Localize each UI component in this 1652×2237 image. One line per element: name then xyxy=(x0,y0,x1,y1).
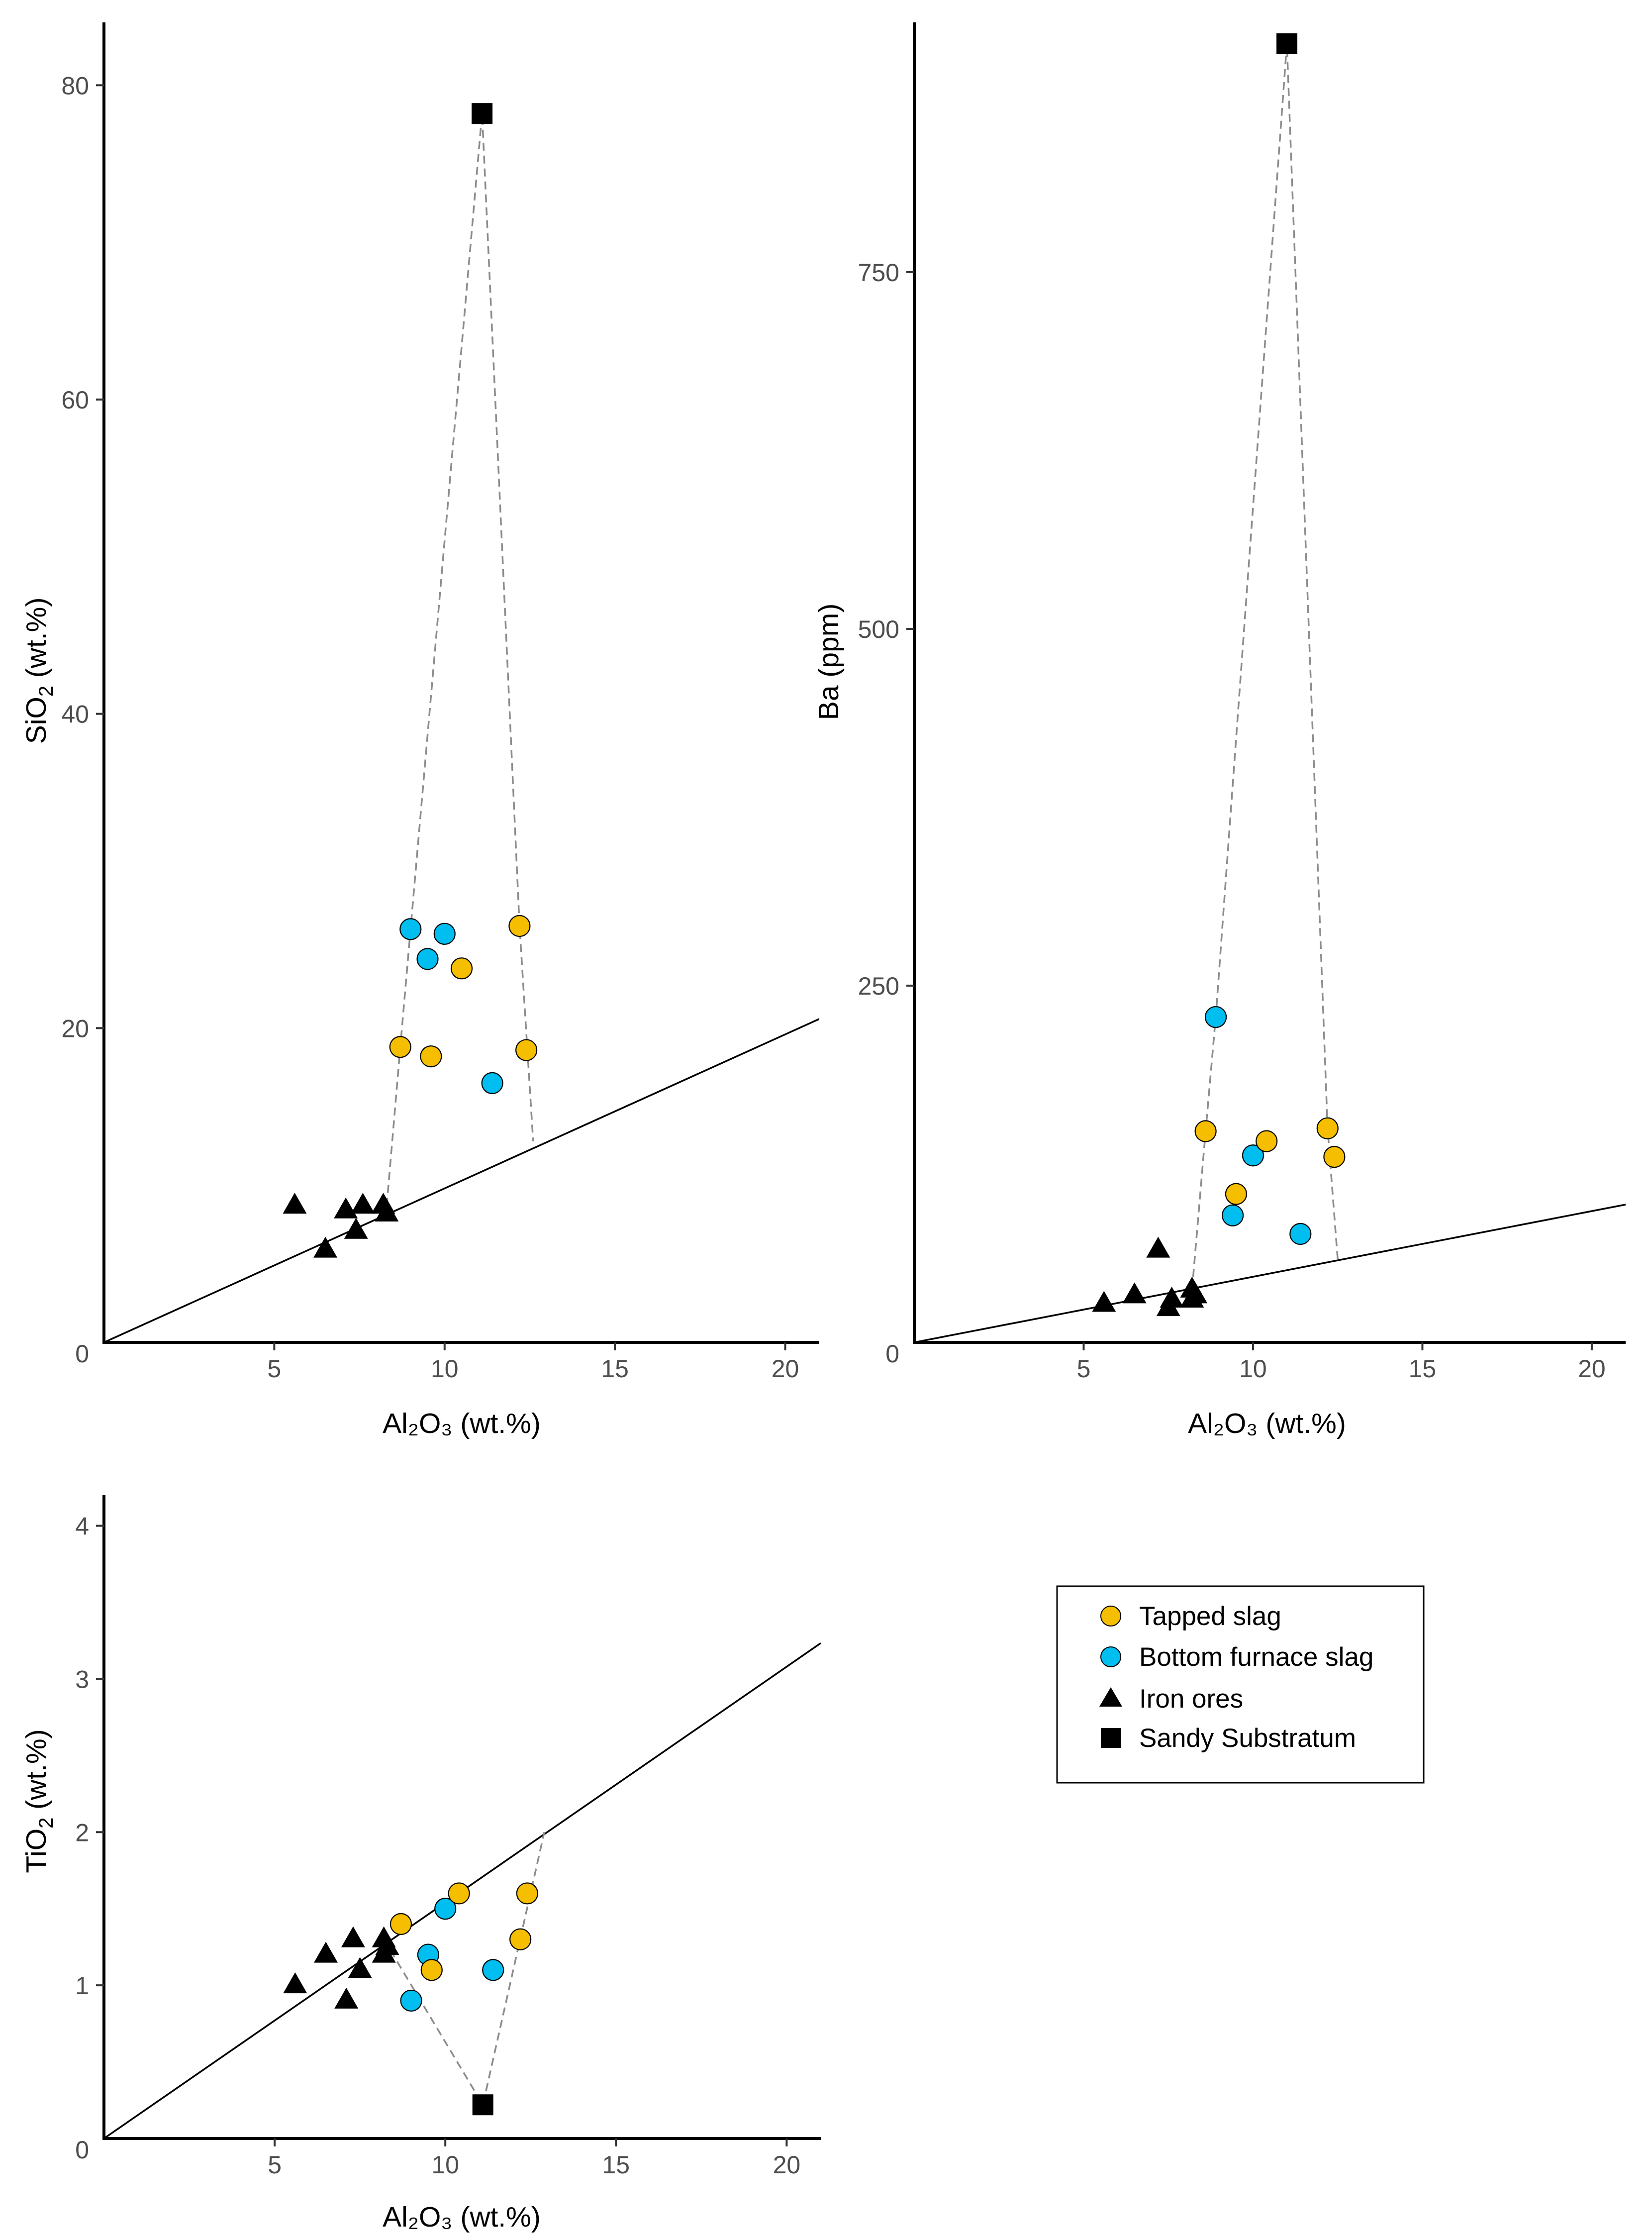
tio2-y-tick-label: 4 xyxy=(75,1513,89,1540)
sio2-point-iron-ores xyxy=(344,1218,368,1239)
ba-x-tick-label: 10 xyxy=(1239,1355,1267,1383)
legend-iron-ores-label: Iron ores xyxy=(1139,1684,1243,1714)
ba-origin-label: 0 xyxy=(885,1340,899,1368)
tio2-y-tick-label: 1 xyxy=(75,1972,89,2000)
tio2-x-tick-label: 20 xyxy=(773,2151,801,2179)
tio2-point-bottom-furnace-slag xyxy=(434,1898,457,1920)
ba-x-axis-title: Al₂O₃ (wt.%) xyxy=(1188,1408,1346,1439)
legend-iron-ores-marker xyxy=(1099,1687,1122,1707)
sio2-point-tapped-slag xyxy=(515,1039,538,1061)
sio2-origin-label: 0 xyxy=(75,1340,89,1368)
tio2-point-tapped-slag xyxy=(420,1959,443,1981)
sio2-point-tapped-slag xyxy=(389,1036,411,1058)
sio2-point-bottom-furnace-slag xyxy=(399,918,422,940)
tio2-y-tick-label: 2 xyxy=(75,1819,89,1846)
legend-tapped-slag-marker xyxy=(1100,1606,1121,1627)
ba-point-tapped-slag xyxy=(1194,1120,1217,1142)
sio2-dashed-envelope xyxy=(386,113,534,1206)
tio2-point-tapped-slag xyxy=(509,1928,532,1950)
sio2-point-iron-ores xyxy=(351,1193,375,1214)
tio2-point-sandy-substratum xyxy=(472,2094,493,2116)
tio2-point-iron-ores xyxy=(314,1941,338,1963)
ba-point-tapped-slag xyxy=(1225,1183,1248,1205)
sio2-point-tapped-slag xyxy=(450,957,473,980)
legend-bottom-furnace-slag-marker xyxy=(1100,1646,1121,1667)
sio2-x-tick-label: 10 xyxy=(431,1355,459,1383)
sio2-x-tick-label: 5 xyxy=(267,1355,281,1383)
sio2-point-bottom-furnace-slag xyxy=(433,922,456,945)
tio2-point-iron-ores xyxy=(375,1934,399,1955)
sio2-point-sandy-substratum xyxy=(472,103,493,124)
legend-bottom-furnace-slag-label: Bottom furnace slag xyxy=(1139,1642,1373,1672)
sio2-y-tick-label: 80 xyxy=(61,72,89,100)
ba-point-bottom-furnace-slag xyxy=(1289,1222,1312,1245)
ba-point-iron-ores xyxy=(1160,1286,1184,1308)
ba-fit-line xyxy=(914,1204,1626,1342)
legend-tapped-slag-label: Tapped slag xyxy=(1139,1602,1281,1631)
tio2-point-tapped-slag xyxy=(389,1913,412,1935)
ba-y-tick-label: 500 xyxy=(858,615,899,643)
sio2-x-tick-label: 20 xyxy=(772,1355,799,1383)
panel-tio2-vs-al2o3: Al₂O₃ (wt.%) TiO2 (wt.%) 5 10 15 20 1 2 3 4 0 xyxy=(20,1495,821,2233)
sio2-y-tick-label: 20 xyxy=(61,1015,89,1042)
tio2-point-bottom-furnace-slag xyxy=(400,1989,422,2012)
sio2-plot-marks xyxy=(104,103,819,1342)
ba-point-iron-ores xyxy=(1183,1282,1208,1304)
sio2-y-axis-title: SiO2 (wt.%) xyxy=(20,598,57,744)
tio2-dashed-envelope xyxy=(383,1831,545,2107)
sio2-x-tick-label: 15 xyxy=(601,1355,629,1383)
legend-box xyxy=(1056,1585,1425,1784)
legend-sandy-substratum-label: Sandy Substratum xyxy=(1139,1724,1356,1753)
panel-ba-vs-al2o3: Al₂O₃ (wt.%) Ba (ppm) 5 10 15 20 250 500 750 0 xyxy=(813,22,1626,1439)
tio2-x-tick-label: 5 xyxy=(268,2151,282,2179)
legend: Tapped slag Bottom furnace slag Iron ore… xyxy=(1056,1585,1425,1784)
tio2-point-bottom-furnace-slag xyxy=(482,1959,504,1981)
tio2-point-iron-ores xyxy=(283,1972,307,1994)
sio2-point-bottom-furnace-slag xyxy=(481,1072,503,1094)
panel-sio2-vs-al2o3: Al₂O₃ (wt.%) SiO2 (wt.%) 5 10 15 20 20 40 60 80… xyxy=(20,22,819,1439)
sio2-point-iron-ores xyxy=(375,1201,399,1222)
ba-point-iron-ores xyxy=(1146,1236,1170,1258)
ba-plot-marks xyxy=(914,33,1626,1342)
ba-point-tapped-slag xyxy=(1256,1130,1278,1152)
tio2-origin-label: 0 xyxy=(75,2136,89,2164)
ba-point-tapped-slag xyxy=(1316,1117,1339,1139)
sio2-x-axis-title: Al₂O₃ (wt.%) xyxy=(383,1408,541,1439)
ba-y-tick-label: 750 xyxy=(858,259,899,287)
tio2-point-iron-ores xyxy=(334,1987,359,2009)
sio2-point-iron-ores xyxy=(283,1193,307,1214)
ba-y-tick-label: 250 xyxy=(858,972,899,1000)
ba-x-tick-label: 20 xyxy=(1578,1355,1606,1383)
tio2-x-tick-label: 15 xyxy=(602,2151,630,2179)
sio2-point-iron-ores xyxy=(313,1236,338,1258)
tio2-point-tapped-slag xyxy=(448,1882,470,1905)
sio2-y-tick-label: 60 xyxy=(61,386,89,414)
sio2-y-tick-label: 40 xyxy=(61,701,89,728)
tio2-y-axis-title: TiO2 (wt.%) xyxy=(20,1729,57,1873)
tio2-point-tapped-slag xyxy=(516,1882,538,1905)
ba-x-tick-label: 5 xyxy=(1077,1355,1091,1383)
ba-point-tapped-slag xyxy=(1323,1146,1346,1168)
ba-point-bottom-furnace-slag xyxy=(1221,1204,1244,1226)
tio2-point-iron-ores xyxy=(348,1957,372,1978)
ba-x-tick-label: 15 xyxy=(1409,1355,1437,1383)
tio2-x-tick-label: 10 xyxy=(431,2151,459,2179)
ba-point-bottom-furnace-slag xyxy=(1204,1006,1227,1028)
sio2-fit-line xyxy=(104,1018,819,1342)
tio2-point-iron-ores xyxy=(341,1926,365,1947)
tio2-plot-marks xyxy=(104,1642,821,2138)
ba-point-bottom-furnace-slag xyxy=(1242,1144,1264,1167)
legend-sandy-substratum-marker xyxy=(1101,1728,1121,1748)
sio2-point-tapped-slag xyxy=(420,1045,442,1068)
sio2-point-tapped-slag xyxy=(508,915,531,937)
ba-point-sandy-substratum xyxy=(1276,33,1298,55)
ba-point-iron-ores xyxy=(1122,1282,1147,1304)
sio2-point-bottom-furnace-slag xyxy=(416,948,439,970)
ba-y-axis-title: Ba (ppm) xyxy=(813,604,845,720)
tio2-y-tick-label: 3 xyxy=(75,1665,89,1693)
tio2-x-axis-title: Al₂O₃ (wt.%) xyxy=(383,2201,541,2233)
ba-point-iron-ores xyxy=(1092,1291,1116,1312)
